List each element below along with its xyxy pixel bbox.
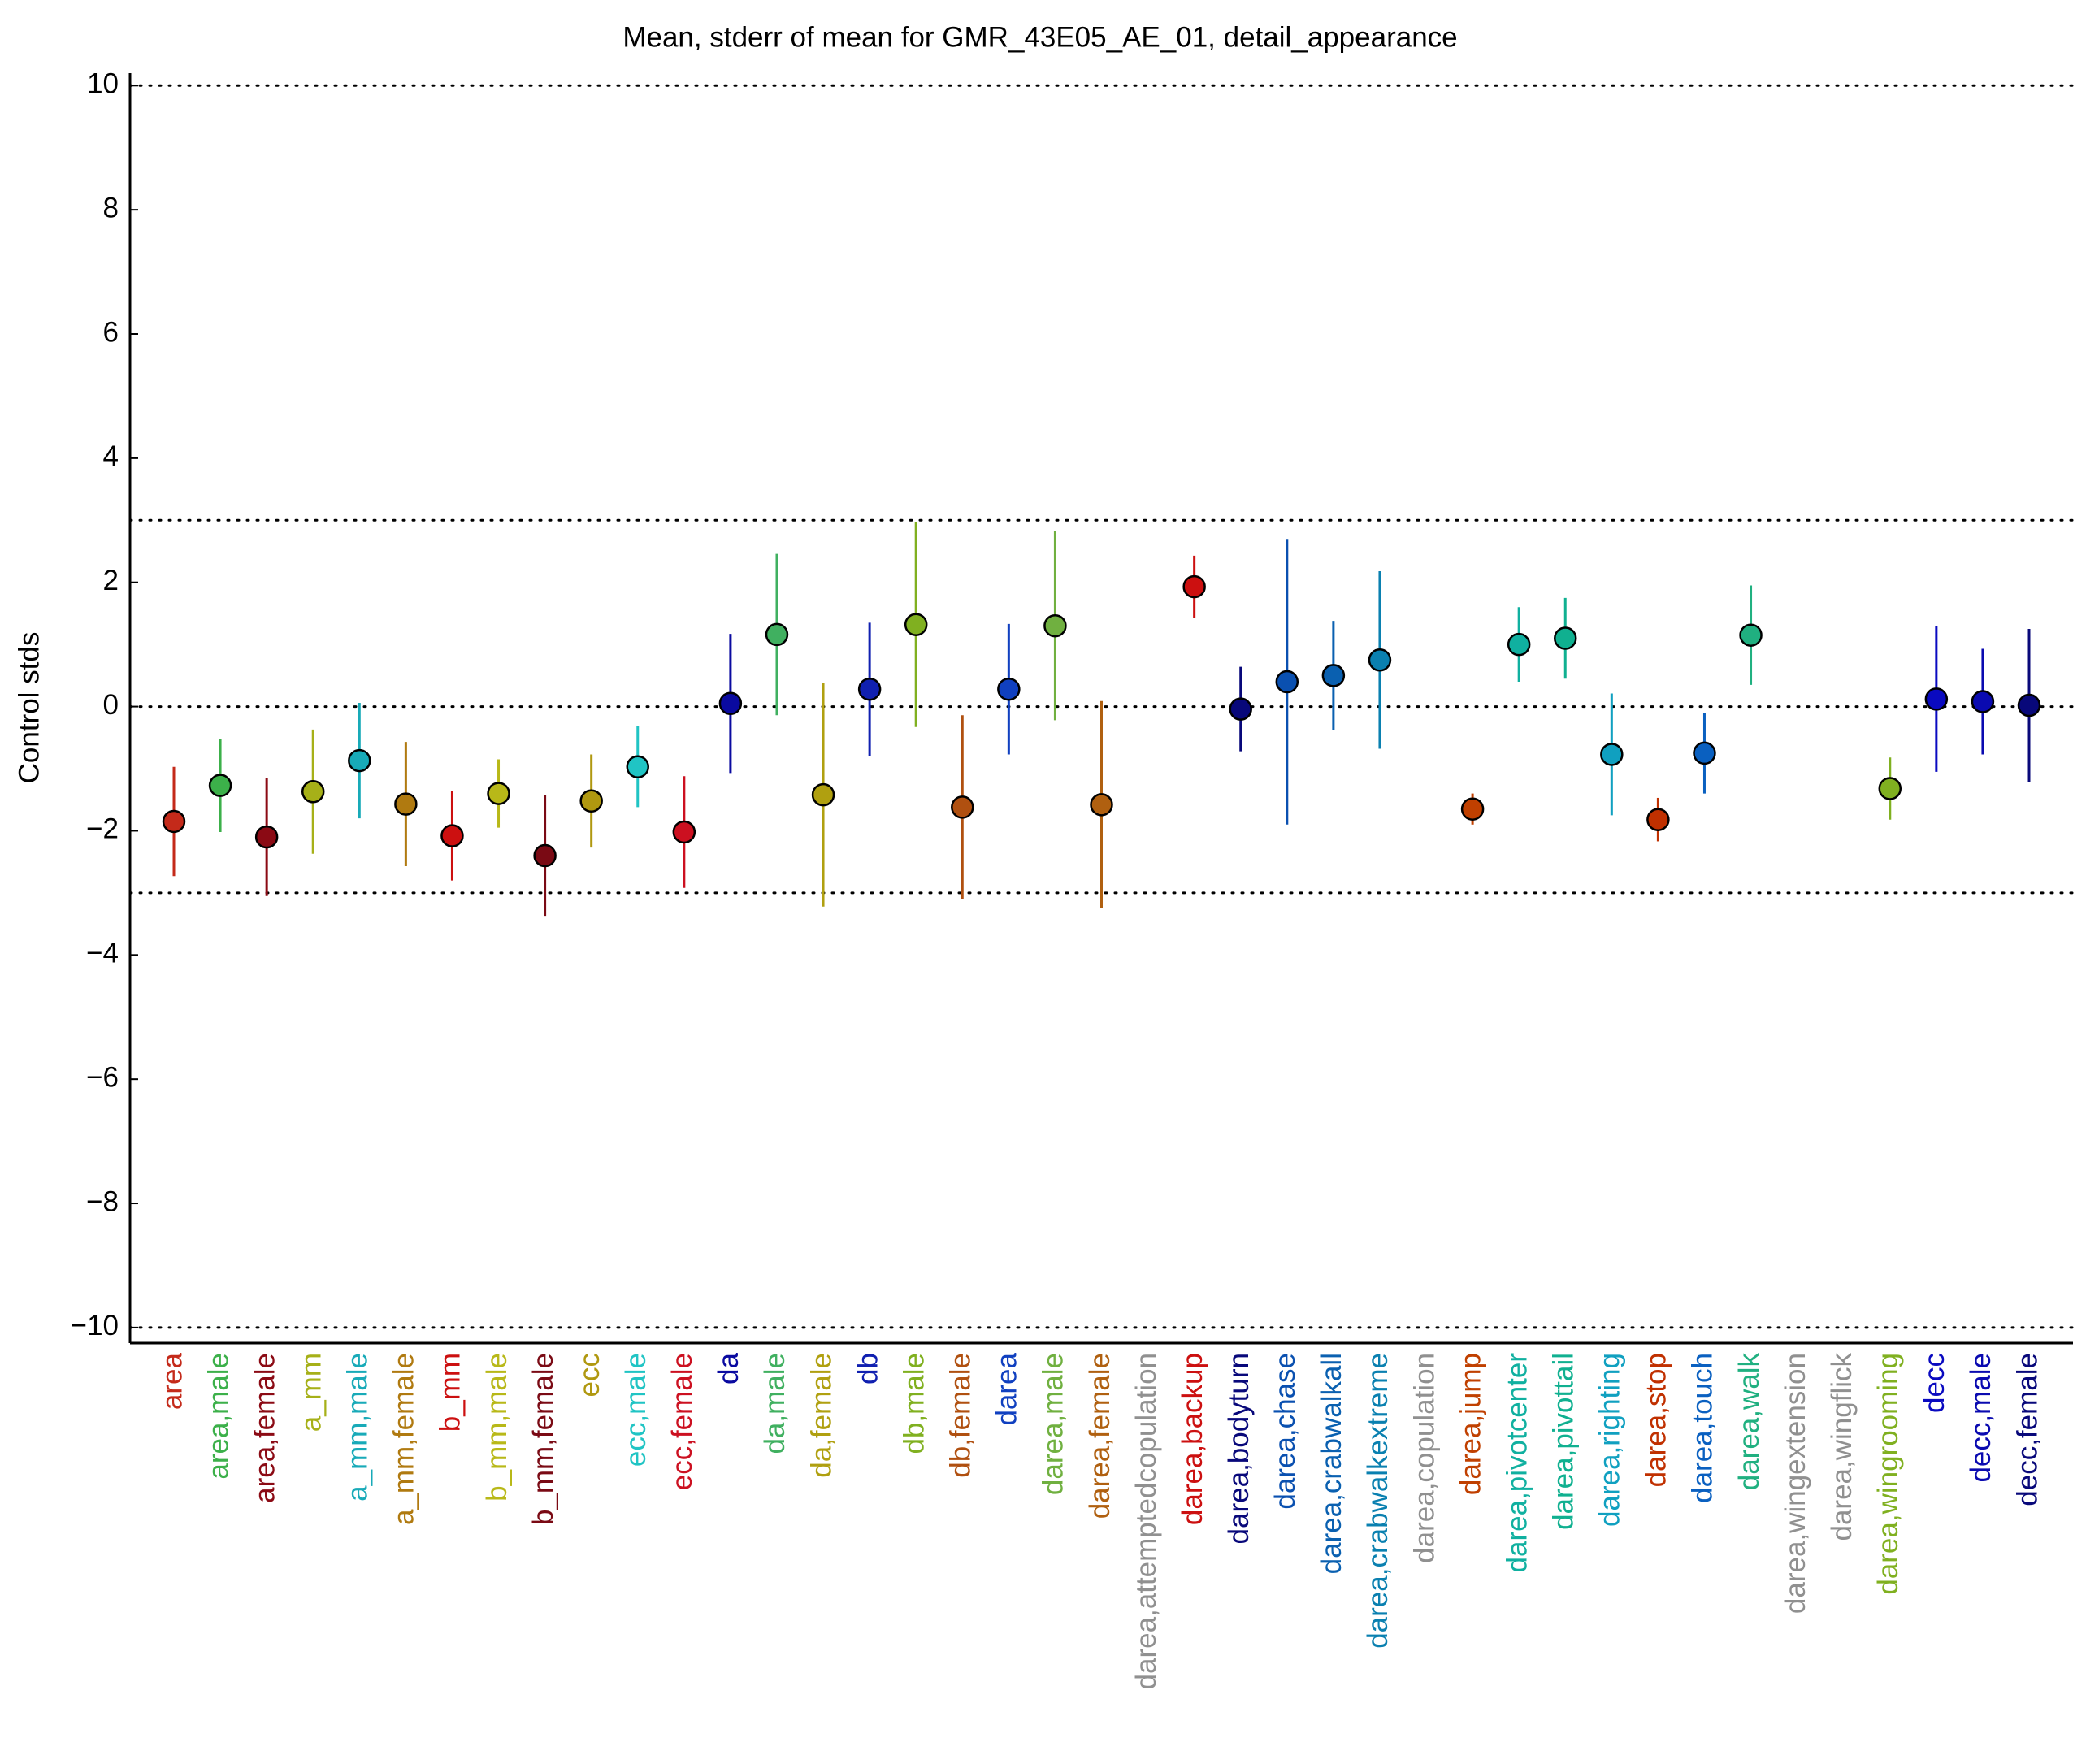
mean-marker <box>1971 690 1995 713</box>
mean-marker <box>2017 693 2041 717</box>
x-tick-label: darea,pivottail <box>1548 1353 1580 1530</box>
y-tick-label: 4 <box>103 440 119 472</box>
y-tick-label: −8 <box>86 1185 119 1217</box>
x-tick-label: decc <box>1919 1353 1950 1413</box>
x-tick-label: darea,wingflick <box>1826 1353 1858 1541</box>
x-tick-label: darea <box>991 1352 1023 1425</box>
x-tick-label: darea,attemptedcopulation <box>1130 1353 1162 1689</box>
mean-marker <box>811 782 835 807</box>
mean-marker <box>1229 697 1252 721</box>
y-tick-label: 0 <box>103 689 119 721</box>
mean-marker <box>394 792 418 816</box>
mean-marker <box>626 755 649 778</box>
x-tick-label: darea,wingrooming <box>1872 1353 1904 1595</box>
x-tick-label: ecc,female <box>666 1353 698 1490</box>
mean-marker <box>1646 808 1670 831</box>
x-tick-label: darea,jump <box>1455 1353 1486 1495</box>
mean-marker <box>1460 797 1485 821</box>
x-tick-label: area <box>156 1352 188 1410</box>
x-tick-label: b_mm,female <box>527 1353 559 1525</box>
y-tick-label: 2 <box>103 565 119 596</box>
mean-marker <box>1182 574 1206 599</box>
x-tick-label: darea,wingextension <box>1780 1353 1811 1614</box>
mean-marker <box>1321 664 1346 687</box>
y-axis-label: Control stds <box>13 632 45 784</box>
y-tick-label: −6 <box>86 1061 119 1093</box>
mean-marker <box>765 622 789 647</box>
y-tick-label: −2 <box>86 813 119 845</box>
x-tick-label: darea,copulation <box>1408 1353 1440 1563</box>
mean-marker <box>1600 743 1624 766</box>
y-tick-label: −4 <box>86 938 119 969</box>
x-tick-label: decc,female <box>2011 1353 2043 1506</box>
x-tick-label: db,male <box>898 1353 930 1454</box>
x-tick-label: decc,male <box>1965 1353 1997 1483</box>
x-tick-label: ecc <box>574 1353 605 1397</box>
x-tick-label: da <box>713 1352 744 1384</box>
mean-marker <box>672 820 696 844</box>
mean-marker <box>1693 741 1716 765</box>
y-tick-label: 8 <box>103 192 119 223</box>
mean-marker <box>1043 613 1067 638</box>
x-tick-label: darea,bodyturn <box>1223 1353 1255 1544</box>
mean-marker <box>533 843 557 868</box>
x-tick-label: darea,chase <box>1269 1353 1301 1510</box>
mean-marker <box>857 677 882 701</box>
x-tick-label: darea,crabwalkextreme <box>1362 1353 1394 1649</box>
x-tick-label: b_mm,male <box>481 1353 513 1502</box>
mean-marker <box>440 824 464 847</box>
x-tick-label: darea,righting <box>1594 1353 1626 1527</box>
mean-marker <box>1554 626 1577 650</box>
mean-marker <box>487 782 510 805</box>
x-tick-label: darea,walk <box>1733 1353 1765 1491</box>
mean-marker <box>1090 793 1113 817</box>
mean-marker <box>162 809 186 834</box>
mean-marker <box>348 748 371 773</box>
mean-marker <box>1368 648 1392 672</box>
y-tick-label: 6 <box>103 316 119 348</box>
x-tick-label: darea,touch <box>1687 1353 1719 1503</box>
x-tick-label: darea,male <box>1038 1353 1069 1495</box>
x-tick-label: da,male <box>759 1353 791 1454</box>
y-tick-label: 10 <box>87 68 119 100</box>
x-tick-label: db,female <box>945 1353 977 1478</box>
mean-marker <box>254 825 279 849</box>
x-tick-label: b_mm <box>435 1353 466 1432</box>
mean-marker <box>579 789 603 813</box>
mean-marker <box>301 780 325 804</box>
x-tick-label: area,male <box>202 1353 234 1480</box>
x-tick-label: db <box>852 1353 883 1385</box>
y-tick-label: −10 <box>71 1310 119 1341</box>
x-tick-label: darea,female <box>1084 1353 1116 1519</box>
x-tick-label: area,female <box>249 1353 280 1503</box>
x-tick-label: darea,stop <box>1641 1353 1672 1487</box>
chart-title: Mean, stderr of mean for GMR_43E05_AE_01… <box>622 21 1457 53</box>
x-tick-label: a_mm,female <box>388 1353 420 1525</box>
mean-marker <box>1924 687 1949 711</box>
mean-marker <box>718 691 743 716</box>
x-tick-label: ecc,male <box>620 1353 652 1467</box>
mean-marker <box>997 677 1021 701</box>
x-tick-label: darea,pivotcenter <box>1501 1353 1533 1573</box>
x-tick-label: a_mm,male <box>342 1353 374 1502</box>
mean-marker <box>1878 777 1902 800</box>
x-tick-label: a_mm <box>295 1353 327 1432</box>
mean-marker <box>1507 632 1531 657</box>
x-tick-label: da,female <box>805 1353 837 1478</box>
mean-marker <box>904 613 928 636</box>
mean-marker <box>1739 623 1763 647</box>
mean-marker <box>1275 670 1299 694</box>
mean-marker <box>951 795 974 819</box>
mean-marker <box>208 774 232 797</box>
x-tick-label: darea,backup <box>1177 1353 1208 1525</box>
x-tick-label: darea,crabwalkall <box>1316 1353 1347 1574</box>
